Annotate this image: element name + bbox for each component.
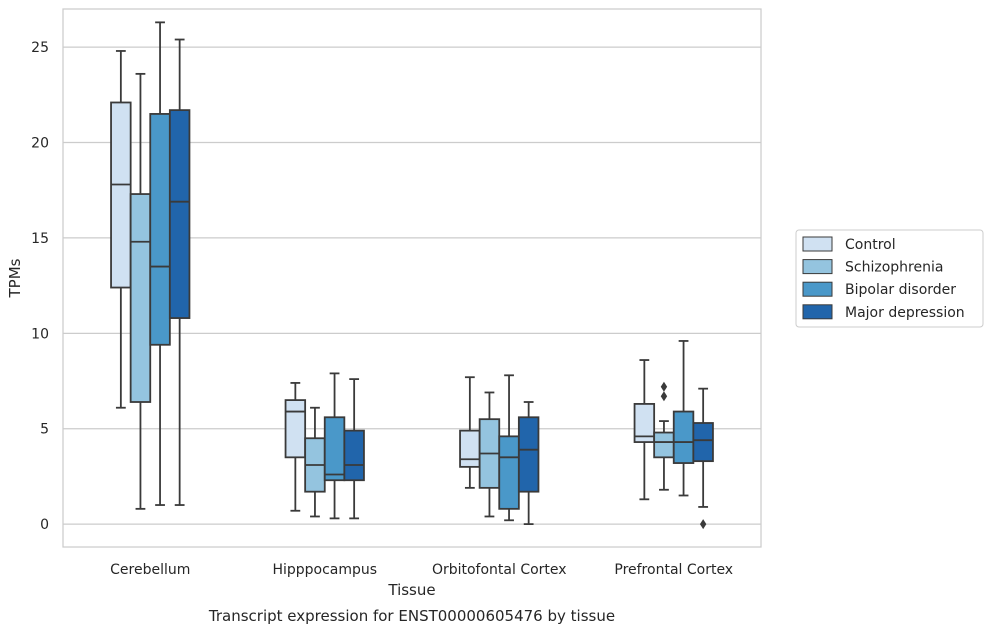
box-iqr [110,101,132,289]
box-bipolar-disorder [672,340,695,497]
legend-swatch [802,281,833,297]
outlier-point [699,519,707,530]
box-control [110,50,132,409]
box-iqr [323,416,346,482]
legend-frame [795,229,984,328]
box-major-depression [168,38,191,506]
legend-swatch [802,304,833,320]
box-major-depression [517,401,540,526]
legend-swatch [802,259,833,275]
box-iqr [653,431,675,459]
x-tick-label: Orbitofontal Cortex [432,562,567,578]
y-tick-label: 25 [31,40,49,56]
box-iqr [672,410,695,464]
box-iqr [284,399,307,459]
box-control [284,382,307,512]
legend-label: Control [845,237,896,253]
x-tick-label: Prefrontal Cortex [614,562,733,578]
box-series [110,21,714,530]
box-iqr [149,113,171,346]
box-iqr [517,416,540,493]
y-tick-label: 10 [31,326,49,342]
box-bipolar-disorder [323,372,346,520]
box-iqr [459,429,481,468]
box-major-depression [343,378,365,520]
legend-label: Schizophrenia [845,260,943,276]
legend: Control Schizophrenia Bipolar disorder Majo… [795,229,984,328]
y-tick-labels: 0 5 10 15 20 25 [31,40,49,533]
box-iqr [633,403,656,443]
plot-frame [62,8,762,548]
y-tick-label: 15 [31,231,49,247]
box-iqr [343,429,365,482]
outlier-point [660,381,668,392]
box-major-depression [692,387,714,530]
box-bipolar-disorder [498,374,520,522]
box-control [459,376,481,489]
x-tick-label: Hipppocampus [272,562,377,578]
box-control [633,359,656,501]
box-iqr [168,109,191,319]
legend-swatch [802,236,833,252]
box-schizophrenia [129,72,152,510]
legend-label: Major depression [845,305,965,321]
box-iqr [498,435,520,510]
y-tick-label: 20 [31,136,49,152]
x-axis-label: Tissue [387,581,435,599]
x-tick-labels: Cerebellum Hipppocampus Orbitofontal Corte… [110,562,733,578]
legend-label: Bipolar disorder [845,282,956,298]
y-axis-label: TPMs [6,258,24,298]
chart-caption: Transcript expression for ENST0000060547… [208,607,615,625]
box-iqr [129,193,152,403]
box-schizophrenia [304,406,326,518]
outlier-point [660,391,668,402]
x-tick-label: Cerebellum [110,562,190,578]
y-tick-label: 5 [40,422,49,438]
box-iqr [692,422,714,463]
y-tick-label: 0 [40,517,49,533]
